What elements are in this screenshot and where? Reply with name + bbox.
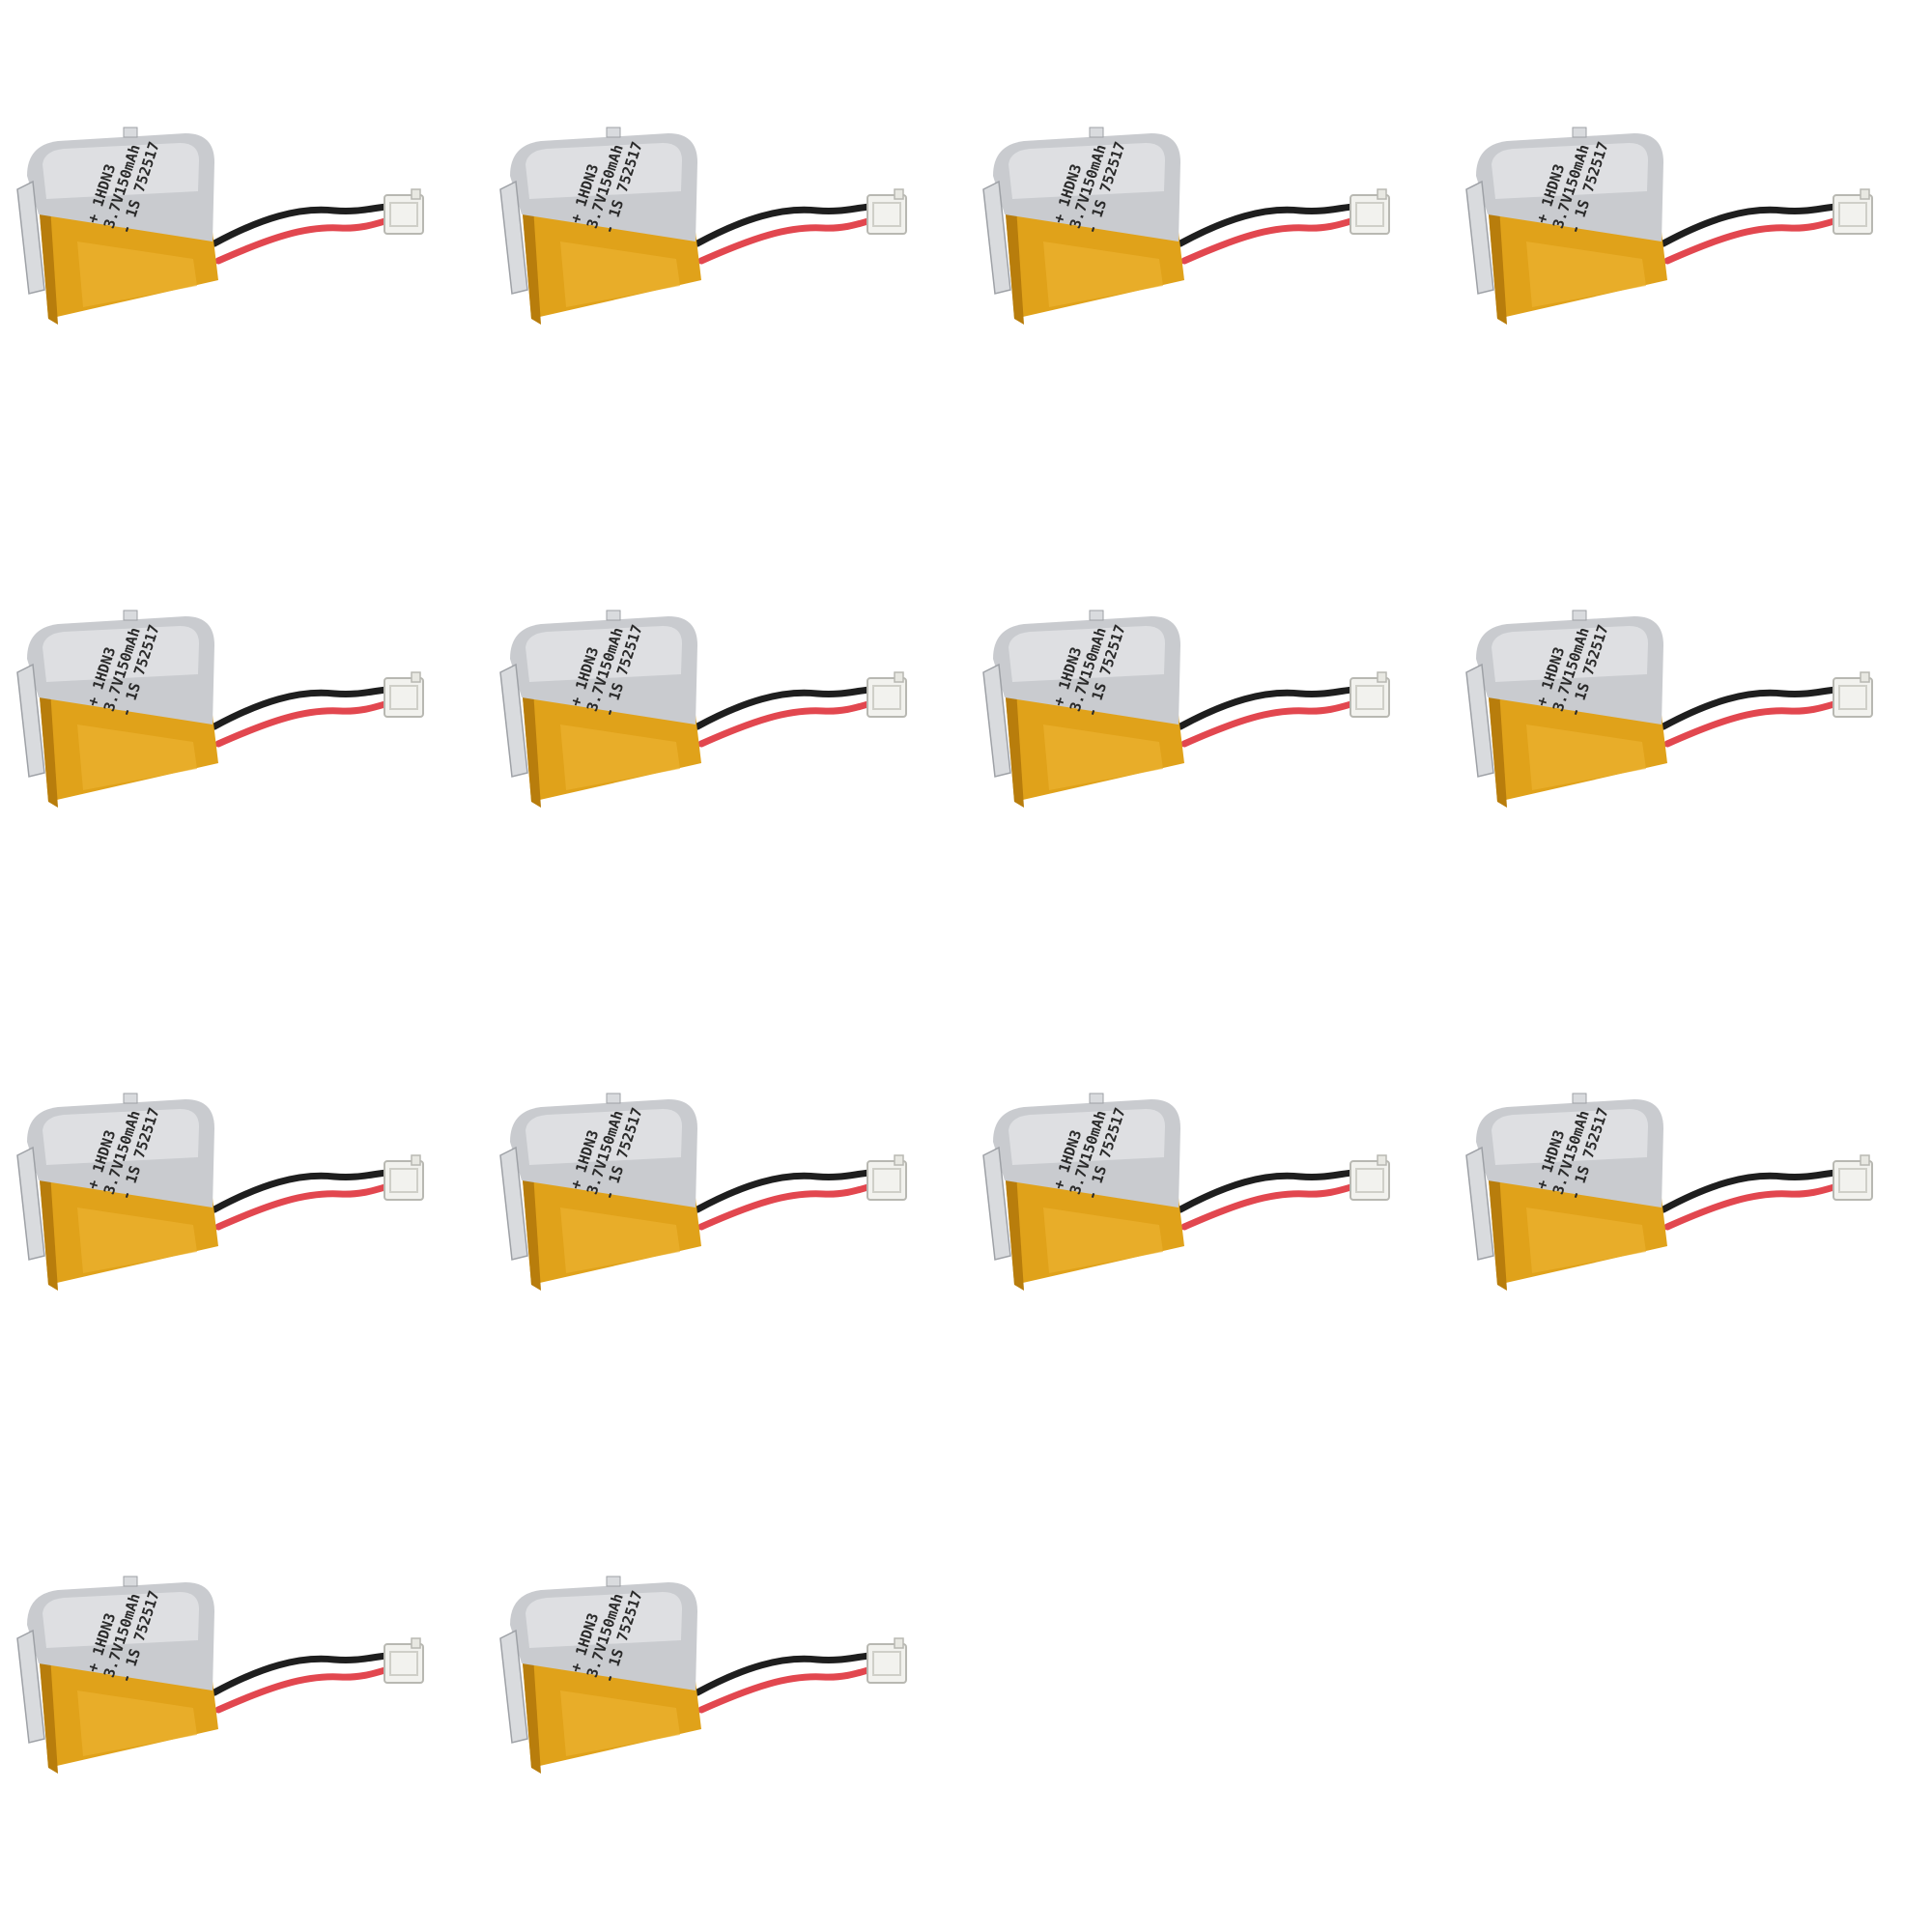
black-wire: [1177, 686, 1356, 730]
metal-tab: [982, 180, 1011, 295]
lipo-battery-image: + 1HDN3 3.7V150mAh - 1S 752517: [499, 1093, 907, 1291]
lipo-battery-image: + 1HDN3 3.7V150mAh - 1S 752517: [16, 1576, 424, 1774]
red-wire: [697, 1665, 875, 1714]
metal-tab: [16, 180, 45, 295]
lipo-battery-image: + 1HDN3 3.7V150mAh - 1S 752517: [499, 610, 907, 808]
jst-connector: [384, 1637, 424, 1684]
black-wire: [1177, 1169, 1356, 1213]
red-wire: [214, 216, 392, 265]
jst-connector: [867, 1637, 907, 1684]
jst-connector: [384, 1154, 424, 1201]
battery-cell: + 1HDN3 3.7V150mAh - 1S 752517: [483, 966, 966, 1449]
battery-cell: + 1HDN3 3.7V150mAh - 1S 752517: [0, 0, 483, 483]
red-wire: [214, 1665, 392, 1714]
battery-cell: + 1HDN3 3.7V150mAh - 1S 752517: [966, 483, 1449, 966]
black-wire: [211, 203, 390, 247]
lipo-battery-image: + 1HDN3 3.7V150mAh - 1S 752517: [499, 127, 907, 325]
black-wire: [1660, 1169, 1839, 1213]
battery-cell: + 1HDN3 3.7V150mAh - 1S 752517: [966, 0, 1449, 483]
metal-tab: [499, 180, 528, 295]
battery-cell: + 1HDN3 3.7V150mAh - 1S 752517: [1449, 483, 1932, 966]
lipo-battery-image: + 1HDN3 3.7V150mAh - 1S 752517: [982, 127, 1390, 325]
jst-connector: [867, 188, 907, 235]
lipo-battery-image: + 1HDN3 3.7V150mAh - 1S 752517: [982, 610, 1390, 808]
jst-connector: [1350, 671, 1390, 718]
battery-cell: + 1HDN3 3.7V150mAh - 1S 752517: [966, 966, 1449, 1449]
battery-cell: + 1HDN3 3.7V150mAh - 1S 752517: [0, 483, 483, 966]
battery-cell: + 1HDN3 3.7V150mAh - 1S 752517: [483, 1449, 966, 1932]
metal-tab: [499, 1629, 528, 1744]
black-wire: [211, 1652, 390, 1696]
metal-tab: [16, 663, 45, 778]
jst-connector: [1833, 1154, 1873, 1201]
lipo-battery-image: + 1HDN3 3.7V150mAh - 1S 752517: [499, 1576, 907, 1774]
metal-tab: [1465, 180, 1494, 295]
battery-cell: + 1HDN3 3.7V150mAh - 1S 752517: [0, 966, 483, 1449]
metal-tab: [982, 663, 1011, 778]
metal-tab: [499, 1146, 528, 1261]
red-wire: [697, 699, 875, 748]
black-wire: [1177, 203, 1356, 247]
jst-connector: [384, 188, 424, 235]
lipo-battery-image: + 1HDN3 3.7V150mAh - 1S 752517: [16, 127, 424, 325]
red-wire: [1180, 1182, 1358, 1231]
jst-connector: [867, 1154, 907, 1201]
jst-connector: [867, 671, 907, 718]
red-wire: [697, 1182, 875, 1231]
metal-tab: [982, 1146, 1011, 1261]
battery-cell: + 1HDN3 3.7V150mAh - 1S 752517: [1449, 966, 1932, 1449]
metal-tab: [1465, 663, 1494, 778]
black-wire: [1660, 203, 1839, 247]
jst-connector: [1350, 188, 1390, 235]
red-wire: [1663, 1182, 1841, 1231]
black-wire: [1660, 686, 1839, 730]
metal-tab: [499, 663, 528, 778]
jst-connector: [1833, 671, 1873, 718]
black-wire: [694, 686, 873, 730]
red-wire: [1663, 216, 1841, 265]
black-wire: [694, 1652, 873, 1696]
jst-connector: [1833, 188, 1873, 235]
lipo-battery-image: + 1HDN3 3.7V150mAh - 1S 752517: [1465, 127, 1873, 325]
lipo-battery-image: + 1HDN3 3.7V150mAh - 1S 752517: [16, 610, 424, 808]
red-wire: [214, 699, 392, 748]
metal-tab: [1465, 1146, 1494, 1261]
lipo-battery-image: + 1HDN3 3.7V150mAh - 1S 752517: [982, 1093, 1390, 1291]
lipo-battery-image: + 1HDN3 3.7V150mAh - 1S 752517: [16, 1093, 424, 1291]
battery-cell: + 1HDN3 3.7V150mAh - 1S 752517: [483, 483, 966, 966]
battery-cell: + 1HDN3 3.7V150mAh - 1S 752517: [483, 0, 966, 483]
jst-connector: [1350, 1154, 1390, 1201]
black-wire: [694, 203, 873, 247]
metal-tab: [16, 1629, 45, 1744]
battery-cell: + 1HDN3 3.7V150mAh - 1S 752517: [0, 1449, 483, 1932]
black-wire: [694, 1169, 873, 1213]
jst-connector: [384, 671, 424, 718]
black-wire: [211, 1169, 390, 1213]
lipo-battery-image: + 1HDN3 3.7V150mAh - 1S 752517: [1465, 1093, 1873, 1291]
metal-tab: [16, 1146, 45, 1261]
red-wire: [1180, 699, 1358, 748]
red-wire: [1663, 699, 1841, 748]
battery-cell: + 1HDN3 3.7V150mAh - 1S 752517: [1449, 0, 1932, 483]
red-wire: [1180, 216, 1358, 265]
lipo-battery-image: + 1HDN3 3.7V150mAh - 1S 752517: [1465, 610, 1873, 808]
red-wire: [214, 1182, 392, 1231]
black-wire: [211, 686, 390, 730]
red-wire: [697, 216, 875, 265]
